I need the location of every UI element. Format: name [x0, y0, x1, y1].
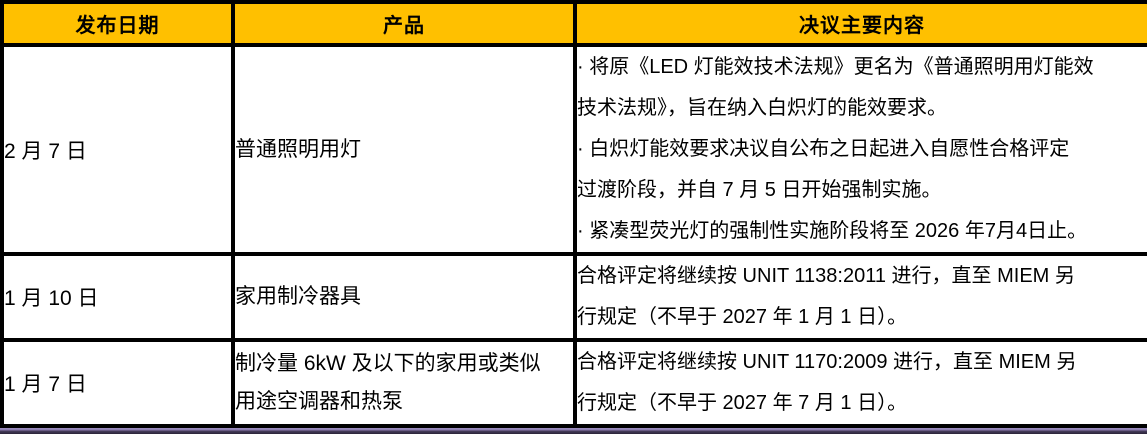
content-line: · 紧凑型荧光灯的强制性实施阶段将至 2026 年7月4日止。 [577, 220, 1088, 242]
header-cell-content: 决议主要内容 [573, 0, 1147, 47]
product-cell: 制冷量 6kW 及以下的家用或类似 用途空调器和热泵 [231, 338, 577, 428]
content-cell: · 将原《LED 灯能效技术法规》更名为《普通照明用灯能效 技术法规》，旨在纳入… [573, 43, 1147, 256]
content-line: 合格评定将继续按 UNIT 1138:2011 进行，直至 MIEM 另 [577, 265, 1075, 287]
date-cell: 1 月 10 日 [0, 252, 235, 342]
content-line: 行规定（不早于 2027 年 1 月 1 日）。 [577, 306, 908, 328]
table-row: 1 月 7 日 制冷量 6kW 及以下的家用或类似 用途空调器和热泵 合格评定将… [0, 338, 1147, 428]
header-row: 发布日期 产品 决议主要内容 [0, 0, 1147, 47]
content-line: 合格评定将继续按 UNIT 1170:2009 进行，直至 MIEM 另 [577, 351, 1077, 373]
content-line: 过渡阶段，并自 7 月 5 日开始强制实施。 [577, 179, 942, 201]
content-line: 行规定（不早于 2027 年 7 月 1 日）。 [577, 392, 908, 414]
header-cell-date: 发布日期 [0, 0, 235, 47]
product-line: 家用制冷器具 [235, 285, 361, 308]
table-row: 2 月 7 日 普通照明用灯 · 将原《LED 灯能效技术法规》更名为《普通照明… [0, 43, 1147, 256]
content-cell: 合格评定将继续按 UNIT 1138:2011 进行，直至 MIEM 另 行规定… [573, 252, 1147, 342]
product-line: 制冷量 6kW 及以下的家用或类似 [235, 352, 541, 375]
bottom-accent-bar [0, 428, 1147, 434]
date-cell: 1 月 7 日 [0, 338, 235, 428]
product-cell: 家用制冷器具 [231, 252, 577, 342]
product-cell: 普通照明用灯 [231, 43, 577, 256]
date-cell: 2 月 7 日 [0, 43, 235, 256]
content-line: 技术法规》，旨在纳入白炽灯的能效要求。 [577, 97, 947, 119]
header-cell-product: 产品 [231, 0, 577, 47]
table-row: 1 月 10 日 家用制冷器具 合格评定将继续按 UNIT 1138:2011 … [0, 252, 1147, 342]
content-line: · 白炽灯能效要求决议自公布之日起进入自愿性合格评定 [577, 138, 1070, 160]
content-line: · 将原《LED 灯能效技术法规》更名为《普通照明用灯能效 [577, 56, 1094, 78]
product-line: 用途空调器和热泵 [235, 390, 403, 413]
product-line: 普通照明用灯 [235, 137, 361, 161]
content-cell: 合格评定将继续按 UNIT 1170:2009 进行，直至 MIEM 另 行规定… [573, 338, 1147, 428]
